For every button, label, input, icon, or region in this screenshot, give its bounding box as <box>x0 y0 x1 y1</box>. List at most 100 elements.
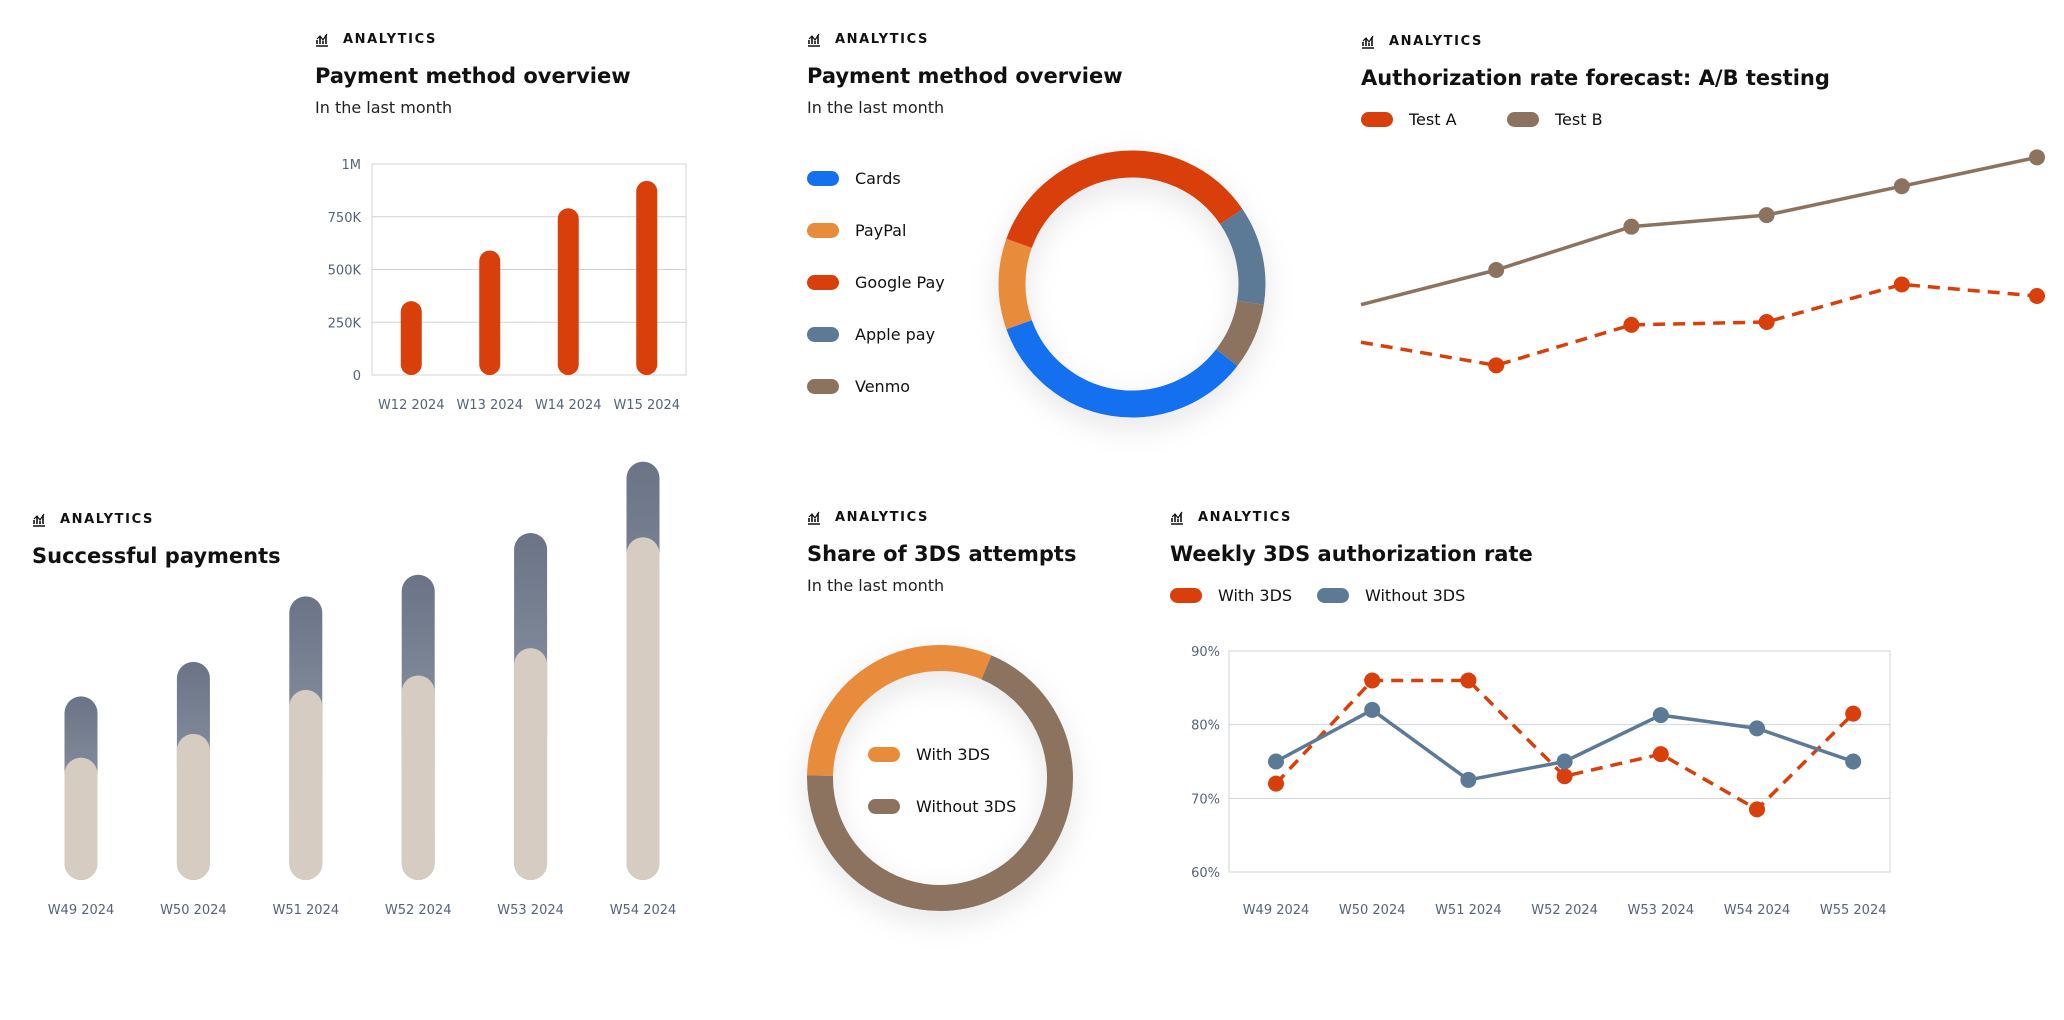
data-point <box>1460 672 1477 689</box>
y-tick-label: 500K <box>328 264 362 279</box>
legend-swatch <box>1361 112 1393 127</box>
data-point <box>1268 753 1284 770</box>
legend-item: With 3DS <box>1170 586 1292 605</box>
legend-label: Google Pay <box>855 273 945 292</box>
analytics-chart-icon <box>808 511 820 525</box>
data-point <box>1749 720 1765 737</box>
legend-swatch <box>1170 588 1202 603</box>
plot-frame <box>1228 650 1891 873</box>
donut-segment <box>807 655 1073 911</box>
legend-item: Test A <box>1361 110 1457 129</box>
x-tick-label: W52 2024 <box>385 903 452 918</box>
legend-swatch <box>807 171 839 186</box>
legend-label: With 3DS <box>916 745 991 764</box>
x-tick-label: W51 2024 <box>272 903 339 918</box>
legend-swatch <box>807 327 839 342</box>
eyebrow: ANALYTICS <box>32 512 154 527</box>
legend-item: PayPal <box>807 221 906 240</box>
analytics-chart-icon <box>33 513 45 527</box>
data-point <box>1893 178 1910 195</box>
legend-swatch <box>807 223 839 238</box>
bar <box>636 180 658 375</box>
data-point <box>1758 314 1775 330</box>
legend-label: Venmo <box>855 377 911 396</box>
card-title: Successful payments <box>32 544 281 568</box>
card-subtitle: In the last month <box>807 576 945 595</box>
donut-segment <box>807 645 992 777</box>
legend-label: PayPal <box>855 221 907 240</box>
bar-bottom-segment <box>514 648 548 880</box>
data-point <box>1623 316 1640 333</box>
bar-bottom-segment <box>64 757 98 880</box>
legend-item: Without 3DS <box>1317 586 1465 605</box>
legend-item: Cards <box>807 169 901 188</box>
bar-bottom-segment <box>626 537 660 880</box>
x-tick-label: W15 2024 <box>613 398 680 413</box>
bar-bottom-segment <box>176 733 210 880</box>
analytics-chart-icon <box>1171 511 1183 525</box>
donut-segment <box>1219 208 1266 305</box>
y-tick-label: 90% <box>1191 645 1220 660</box>
donut-segment <box>1215 300 1264 366</box>
legend-swatch <box>868 799 900 814</box>
eyebrow-label: ANALYTICS <box>343 32 437 47</box>
analytics-chart-icon <box>1362 35 1374 49</box>
legend-label: Test A <box>1409 110 1457 129</box>
data-point <box>1268 775 1284 792</box>
data-point <box>1845 705 1862 722</box>
series-line <box>1274 678 1855 812</box>
legend-label: With 3DS <box>1218 586 1293 605</box>
bar <box>400 301 422 375</box>
data-point <box>1364 672 1381 689</box>
data-point <box>1845 753 1862 770</box>
legend-label: Without 3DS <box>916 797 1017 816</box>
y-tick-label: 1M <box>342 158 362 173</box>
legend-item: With 3DS <box>868 745 990 764</box>
card-title: Share of 3DS attempts <box>807 542 1077 566</box>
data-point <box>1364 701 1381 718</box>
legend-item: Without 3DS <box>868 797 1016 816</box>
data-point <box>1488 357 1505 374</box>
legend-item: Venmo <box>807 377 910 396</box>
legend-swatch <box>1317 588 1349 603</box>
data-point <box>1488 262 1505 278</box>
data-point <box>2029 288 2045 304</box>
legend-item: Google Pay <box>807 273 945 292</box>
analytics-chart-icon <box>316 33 328 47</box>
legend-label: Without 3DS <box>1365 586 1466 605</box>
eyebrow-label: ANALYTICS <box>1389 34 1483 49</box>
x-tick-label: W53 2024 <box>1627 903 1694 918</box>
data-point <box>1652 746 1669 763</box>
y-tick-label: 750K <box>328 211 362 226</box>
series-line <box>1360 155 2038 307</box>
legend-item: Apple pay <box>807 325 935 344</box>
eyebrow: ANALYTICS <box>315 32 437 47</box>
eyebrow: ANALYTICS <box>807 32 929 47</box>
x-tick-label: W54 2024 <box>610 903 677 918</box>
y-tick-label: 0 <box>353 369 361 384</box>
card-title: Payment method overview <box>807 64 1123 88</box>
bar-bottom-segment <box>401 675 435 880</box>
eyebrow-label: ANALYTICS <box>1198 510 1292 525</box>
x-tick-label: W55 2024 <box>1820 903 1887 918</box>
data-point <box>1893 276 1910 293</box>
donut-segment <box>998 238 1032 330</box>
legend-label: Cards <box>855 169 901 188</box>
data-point <box>1623 218 1640 235</box>
x-tick-label: W13 2024 <box>456 398 523 413</box>
data-point <box>1556 768 1573 785</box>
card-subtitle: In the last month <box>807 98 945 117</box>
x-tick-label: W50 2024 <box>160 903 227 918</box>
card-title: Weekly 3DS authorization rate <box>1170 542 1533 566</box>
donut-segment <box>1006 319 1238 418</box>
x-tick-label: W49 2024 <box>1243 903 1310 918</box>
data-point <box>1749 801 1765 818</box>
bar <box>557 208 579 375</box>
eyebrow-label: ANALYTICS <box>835 32 929 47</box>
eyebrow: ANALYTICS <box>1361 34 1483 49</box>
